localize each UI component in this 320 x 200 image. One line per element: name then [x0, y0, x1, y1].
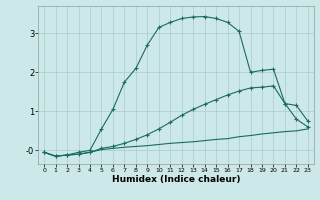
X-axis label: Humidex (Indice chaleur): Humidex (Indice chaleur): [112, 175, 240, 184]
